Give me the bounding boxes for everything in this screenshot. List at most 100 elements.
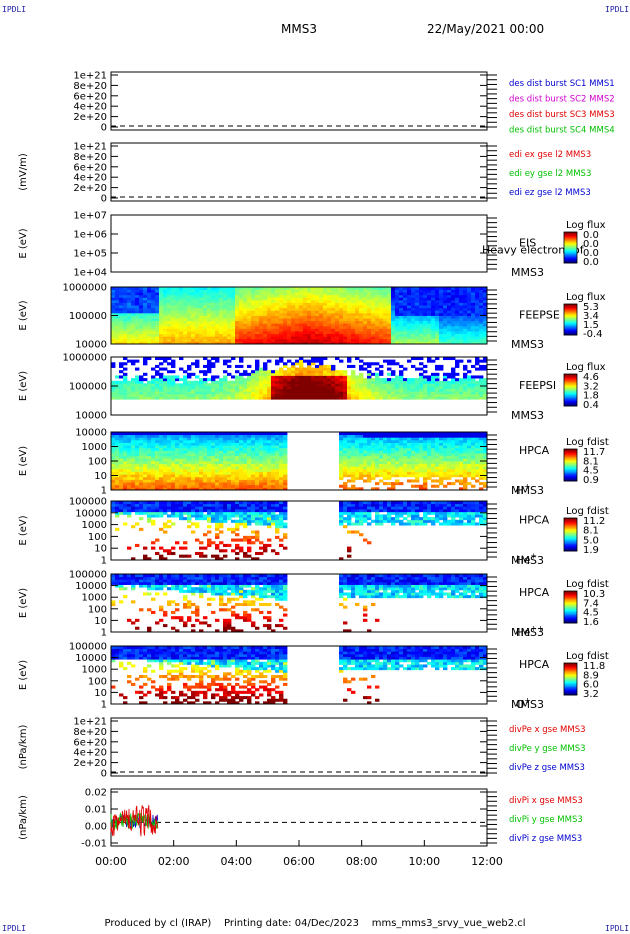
colorbar-label: 5.0: [583, 535, 599, 546]
ytick-label: -0.01: [81, 839, 107, 850]
colorbar-title: Log fdist: [566, 651, 609, 662]
ytick-label: 10000: [75, 428, 107, 439]
colorbar-label: 3.4: [583, 311, 599, 322]
ytick-label: 100000: [69, 382, 107, 393]
colorbar-label: 0.0: [583, 248, 599, 259]
ytick-label: 10: [94, 471, 107, 482]
ytick-label: 10000: [75, 508, 107, 519]
colorbar-label: 11.7: [583, 447, 605, 458]
colorbar-label: 8.1: [583, 526, 599, 537]
legend-entry: des dist burst SC3 MMS3: [509, 110, 615, 120]
legend-entry: des dist burst SC1 MMS1: [509, 79, 615, 89]
ytick-label: 10000: [75, 340, 107, 351]
y-axis-label: E (eV): [18, 228, 29, 258]
instrument-label: FEEPSI: [519, 379, 556, 392]
legend-entry: divPi x gse MMS3: [509, 796, 583, 806]
ytick-label: 100000: [69, 570, 107, 581]
colorbar-label: 7.4: [583, 598, 599, 609]
ytick-label: 1000: [82, 593, 107, 604]
ytick-label: 6e+20: [73, 91, 107, 102]
panel-frame: [110, 573, 488, 633]
colorbar-label: 0.0: [583, 257, 599, 268]
spectrogram-cells-p5: [111, 357, 488, 400]
xtick-label: 08:00: [346, 855, 378, 868]
instrument-label: HPCA: [519, 658, 550, 671]
species-label: H+: [516, 482, 531, 497]
ytick-label: 0: [101, 194, 107, 205]
colorbar-title: Log flux: [566, 292, 606, 303]
colorbar-label: 0.0: [583, 239, 599, 250]
y-axis-label: E (eV): [18, 588, 29, 618]
legend-entry: divPe y gse MMS3: [509, 744, 586, 754]
ytick-label: 10000: [75, 581, 107, 592]
ytick-label: 100000: [69, 311, 107, 322]
colorbar-label: 8.1: [583, 456, 599, 467]
xtick-label: 04:00: [220, 855, 252, 868]
colorbar-label: 0.9: [583, 475, 599, 486]
colorbar-label: 3.2: [583, 689, 599, 700]
corner-label-tl: IPDLI: [2, 5, 27, 14]
legend-entry: divPi z gse MMS3: [509, 834, 582, 844]
instrument-label: FEEPSE: [519, 309, 560, 322]
colorbar-label: 10.3: [583, 589, 605, 600]
colorbar: [563, 373, 578, 407]
header-date: 22/May/2021 00:00: [427, 22, 545, 36]
species-label: He+: [516, 552, 537, 567]
ytick-label: 1000000: [62, 353, 107, 364]
instrument-label: EIS: [519, 237, 536, 250]
ytick-label: 1e+21: [73, 71, 107, 82]
ytick-label: 1e+21: [73, 717, 107, 728]
legend-entry: edi ey gse l2 MMS3: [509, 169, 591, 179]
panel-frame: [110, 500, 488, 561]
footer-printing-date: Printing date: 04/Dec/2023: [223, 918, 359, 929]
ytick-label: 10: [94, 544, 107, 555]
spectrogram-cells-p8: [111, 574, 488, 633]
colorbar: [563, 303, 578, 336]
ytick-label: 1e+21: [73, 142, 107, 153]
legend-entry: divPe z gse MMS3: [509, 763, 585, 773]
spectrogram-cells-p7: [111, 501, 488, 561]
colorbar: [563, 662, 578, 696]
panel-frame: [110, 645, 488, 705]
ytick-label: 0.02: [85, 788, 107, 799]
y-axis-label: (mV/m): [18, 153, 29, 191]
colorbar-label: 11.2: [583, 516, 605, 527]
legend-entry: des dist burst SC2 MMS2: [509, 95, 615, 105]
legend-entry: des dist burst SC4 MMS4: [509, 126, 615, 136]
ytick-label: 100: [88, 457, 107, 468]
ytick-label: 8e+20: [73, 727, 107, 738]
colorbar: [563, 448, 578, 482]
ytick-label: 10: [94, 616, 107, 627]
ytick-label: 1000: [82, 442, 107, 453]
colorbar-label: 5.3: [583, 302, 599, 313]
ytick-label: 1: [101, 700, 107, 711]
panel-frame: [110, 717, 488, 777]
instrument-label: HPCA: [519, 586, 550, 599]
ytick-label: 0.01: [85, 805, 107, 816]
spacecraft-label: MMS3: [511, 484, 544, 497]
spacecraft-label: MMS3: [511, 698, 544, 711]
colorbar-title: Log flux: [566, 220, 606, 231]
ytick-label: 1e+05: [73, 249, 107, 260]
xtick-label: 10:00: [408, 855, 440, 868]
colorbar-title: Log fdist: [566, 437, 609, 448]
colorbar-title: Log fdist: [566, 506, 609, 517]
y-axis-label: E (eV): [18, 446, 29, 476]
colorbar: [563, 590, 578, 624]
ytick-label: 6e+20: [73, 737, 107, 748]
ytick-label: 2e+20: [73, 183, 107, 194]
legend-entry: divPi y gse MMS3: [509, 815, 583, 825]
colorbar-label: -0.4: [583, 329, 603, 340]
species-label: He++: [516, 624, 544, 639]
ytick-label: 100: [88, 604, 107, 615]
ytick-label: 0: [101, 769, 107, 780]
ytick-label: 100000: [69, 497, 107, 508]
ytick-label: 4e+20: [73, 102, 107, 113]
ytick-label: 1: [101, 628, 107, 639]
corner-label-tr: IPDLI: [605, 5, 630, 14]
